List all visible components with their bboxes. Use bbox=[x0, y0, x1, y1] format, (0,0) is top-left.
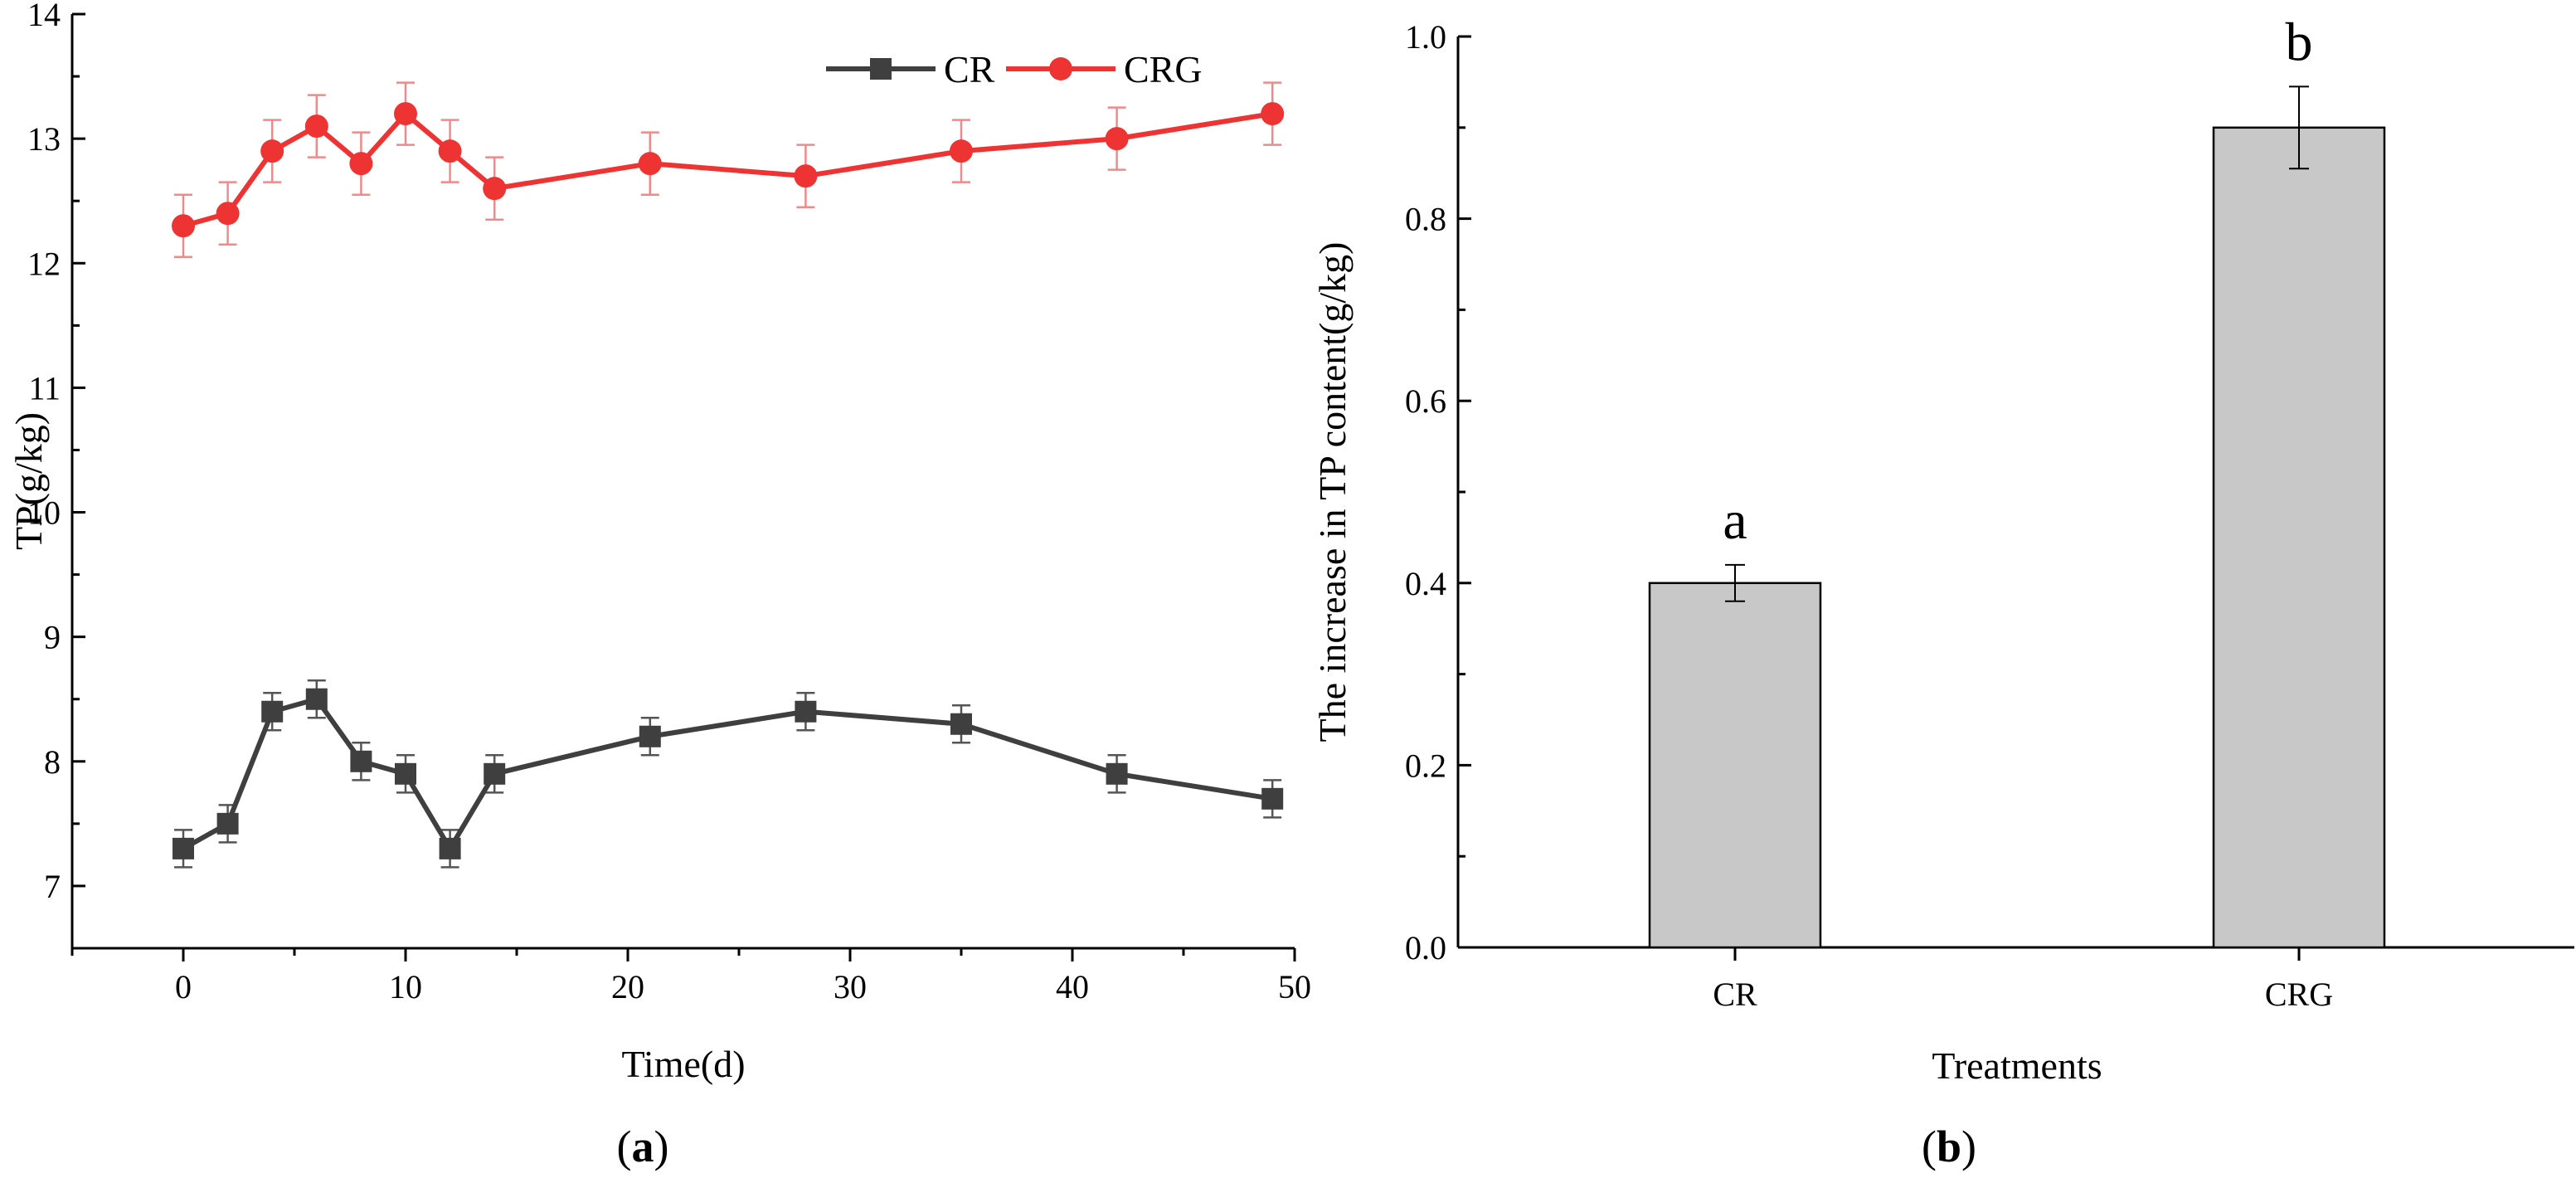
data-point-cr bbox=[439, 837, 461, 859]
data-point-crg bbox=[794, 164, 818, 188]
panel-b-axes: 0.0 0.2 0.4 0.6 0.8 1.0 CR CRG bbox=[1405, 18, 2574, 1013]
panel-a-x-tick-label: 40 bbox=[1056, 968, 1089, 1005]
panel-b-y-tick-label: 0.0 bbox=[1405, 929, 1446, 966]
data-point-crg bbox=[260, 139, 284, 163]
panel-a-axes: 7 8 9 10 11 12 13 14 0 10 20 30 40 50 bbox=[27, 0, 1311, 1005]
panel-a-y-tick-label: 14 bbox=[27, 0, 61, 33]
data-point-crg bbox=[349, 152, 373, 176]
data-point-crg bbox=[1105, 127, 1129, 151]
data-point-cr bbox=[395, 762, 416, 785]
data-point-cr bbox=[261, 700, 284, 723]
panel-a-data-points bbox=[172, 102, 1285, 859]
significance-letter-crg: b bbox=[2286, 12, 2313, 72]
data-point-cr bbox=[216, 812, 239, 835]
panel-a-error-bars bbox=[174, 81, 1282, 869]
data-point-crg bbox=[438, 139, 462, 163]
panel-a-y-axis-title: TP(g/kg) bbox=[7, 412, 50, 550]
data-point-crg bbox=[216, 202, 240, 226]
panel-b-bars bbox=[1648, 126, 2386, 949]
panel-b-y-axis-title: The increase in TP content(g/kg) bbox=[1311, 242, 1354, 742]
panel-a-x-tick-label: 10 bbox=[389, 968, 422, 1005]
panel-a-y-tick-label: 7 bbox=[44, 868, 61, 905]
panel-b-bar-chart: 0.00.20.40.60.81.0CR CRG ab Treatments Th… bbox=[1311, 12, 2574, 1171]
panel-b-y-tick-label: 0.4 bbox=[1405, 565, 1446, 602]
data-point-crg bbox=[483, 177, 507, 201]
bar-cr bbox=[1648, 582, 1822, 949]
data-point-crg bbox=[304, 114, 328, 139]
panel-b-x-tick-label-crg: CRG bbox=[2265, 976, 2333, 1013]
panel-a-caption-close: ) bbox=[654, 1122, 669, 1171]
data-point-crg bbox=[394, 102, 417, 126]
panel-a-y-tick-label: 13 bbox=[27, 120, 61, 158]
bar-crg bbox=[2212, 126, 2386, 949]
panel-a-y-tick-label: 8 bbox=[44, 743, 61, 781]
panel-b-y-tick-label: 0.6 bbox=[1405, 382, 1446, 420]
panel-b-y-tick-label: 0.8 bbox=[1405, 201, 1446, 238]
panel-a-y-tick-label: 12 bbox=[27, 245, 61, 282]
data-point-cr bbox=[350, 750, 372, 772]
panel-b-x-tick-label-cr: CR bbox=[1713, 976, 1757, 1013]
panel-a-caption-open: ( bbox=[617, 1122, 632, 1171]
data-point-cr bbox=[173, 837, 194, 859]
legend-cr-label: CR bbox=[944, 48, 995, 90]
legend-crg-circle-marker bbox=[1049, 57, 1072, 80]
panel-b-caption-close: ) bbox=[1961, 1122, 1976, 1171]
panel-a-x-tick-label: 30 bbox=[834, 968, 867, 1005]
data-point-cr bbox=[639, 725, 661, 747]
panel-a-x-tick-label: 20 bbox=[611, 968, 644, 1005]
panel-a-legend: CR CRG bbox=[826, 48, 1203, 90]
panel-b-y-tick-label: 0.2 bbox=[1405, 747, 1446, 784]
significance-letter-cr: a bbox=[1723, 490, 1747, 551]
data-point-cr bbox=[1106, 762, 1128, 785]
panel-a-caption-letter: a bbox=[632, 1122, 654, 1171]
panel-b-significance-letters: ab bbox=[1723, 12, 2312, 550]
legend-crg-label: CRG bbox=[1124, 48, 1203, 90]
data-point-crg bbox=[1261, 102, 1285, 126]
data-point-cr bbox=[305, 688, 328, 710]
data-point-cr bbox=[795, 700, 817, 723]
panel-b-caption: (b) bbox=[1922, 1122, 1976, 1171]
panel-a-x-tick-label: 0 bbox=[175, 968, 192, 1005]
panel-b-error-bars bbox=[1725, 85, 2309, 602]
data-point-crg bbox=[950, 139, 973, 163]
data-point-crg bbox=[172, 214, 195, 238]
panel-a-x-tick-label: 50 bbox=[1278, 968, 1311, 1005]
panel-b-x-axis-title: Treatments bbox=[1932, 1044, 2102, 1087]
panel-b-caption-letter: b bbox=[1937, 1122, 1961, 1171]
panel-b-y-tick-label: 1.0 bbox=[1405, 18, 1446, 56]
data-point-crg bbox=[638, 152, 662, 176]
data-point-cr bbox=[484, 762, 506, 785]
panel-a-y-tick-label: 10 bbox=[27, 494, 61, 532]
panel-b-caption-open: ( bbox=[1922, 1122, 1937, 1171]
panel-a-x-axis-title: Time(d) bbox=[621, 1043, 745, 1085]
data-point-cr bbox=[950, 713, 972, 735]
panel-a-line-chart: 7 8 9 10 11 12 13 14 0 10 20 30 40 50 Time(d) TP(g/kg… bbox=[7, 0, 1311, 1171]
data-point-cr bbox=[1261, 787, 1284, 810]
panel-a-y-tick-label: 11 bbox=[28, 369, 61, 407]
panel-a-series-lines bbox=[182, 111, 1273, 851]
panel-a-caption: (a) bbox=[617, 1122, 669, 1171]
panel-a-y-tick-label: 9 bbox=[44, 619, 61, 656]
legend-cr-square-marker bbox=[870, 58, 892, 80]
